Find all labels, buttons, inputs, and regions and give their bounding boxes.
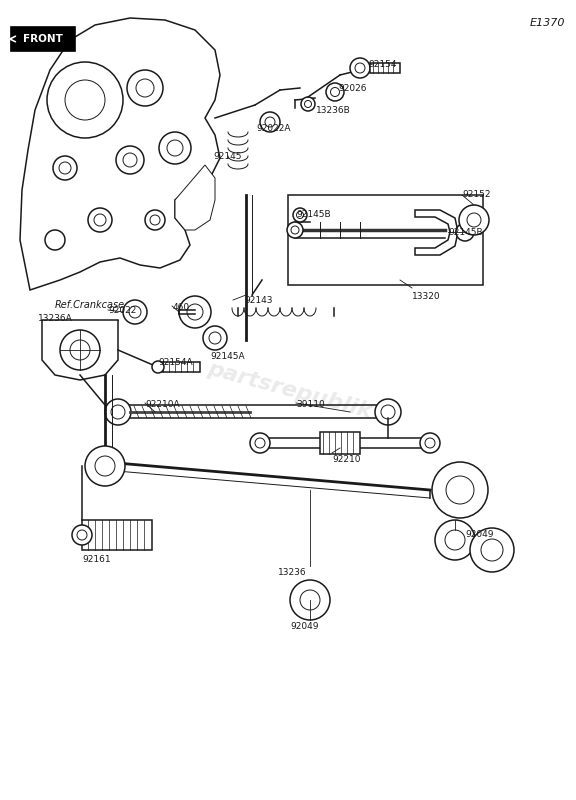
Text: 92210: 92210 <box>332 455 361 464</box>
Text: 13236: 13236 <box>278 568 306 577</box>
Circle shape <box>456 226 468 238</box>
Circle shape <box>260 112 280 132</box>
Bar <box>288 195 483 285</box>
Polygon shape <box>42 320 118 380</box>
Circle shape <box>167 140 183 156</box>
Circle shape <box>53 156 77 180</box>
Circle shape <box>445 530 465 550</box>
Circle shape <box>94 214 106 226</box>
Circle shape <box>60 330 100 370</box>
Circle shape <box>287 222 303 238</box>
Text: partsrepublik: partsrepublik <box>206 358 374 422</box>
Circle shape <box>209 332 221 344</box>
Text: 92026: 92026 <box>338 84 366 93</box>
Circle shape <box>481 539 503 561</box>
Circle shape <box>65 80 105 120</box>
Circle shape <box>187 304 203 320</box>
Circle shape <box>293 208 307 222</box>
Text: 92161: 92161 <box>82 555 111 564</box>
Circle shape <box>77 530 87 540</box>
Text: 92022A: 92022A <box>256 124 290 133</box>
Circle shape <box>88 208 112 232</box>
Circle shape <box>375 399 401 425</box>
Text: 92049: 92049 <box>465 530 494 539</box>
Circle shape <box>300 590 320 610</box>
Text: 13236B: 13236B <box>316 106 351 115</box>
Bar <box>160 362 200 372</box>
Circle shape <box>331 87 339 97</box>
Circle shape <box>150 215 160 225</box>
Circle shape <box>265 117 275 127</box>
Circle shape <box>467 213 481 227</box>
Circle shape <box>305 101 312 107</box>
Circle shape <box>136 79 154 97</box>
Text: 92022: 92022 <box>108 306 137 315</box>
Circle shape <box>326 83 344 101</box>
Circle shape <box>72 525 92 545</box>
Circle shape <box>291 226 299 234</box>
Circle shape <box>290 580 330 620</box>
Circle shape <box>70 340 90 360</box>
Circle shape <box>123 153 137 167</box>
Circle shape <box>470 528 514 572</box>
Circle shape <box>145 210 165 230</box>
Text: 92145B: 92145B <box>296 210 331 219</box>
Circle shape <box>446 476 474 504</box>
Text: 13236A: 13236A <box>38 314 73 323</box>
Circle shape <box>420 433 440 453</box>
Polygon shape <box>415 210 458 255</box>
Text: 92145B: 92145B <box>448 228 483 237</box>
Circle shape <box>297 211 304 218</box>
Text: E1370: E1370 <box>530 18 566 28</box>
Text: 92210A: 92210A <box>145 400 180 409</box>
Bar <box>82 520 152 550</box>
Circle shape <box>123 300 147 324</box>
Circle shape <box>203 326 227 350</box>
Circle shape <box>459 205 489 235</box>
Bar <box>320 432 360 454</box>
Circle shape <box>355 63 365 73</box>
Text: 92049: 92049 <box>290 622 319 631</box>
Text: 39110: 39110 <box>296 400 325 409</box>
Circle shape <box>350 58 370 78</box>
FancyBboxPatch shape <box>11 27 75 51</box>
Circle shape <box>250 433 270 453</box>
Text: 92154A: 92154A <box>158 358 192 367</box>
Text: 92143: 92143 <box>244 296 272 305</box>
Circle shape <box>127 70 163 106</box>
Text: 460: 460 <box>173 303 190 312</box>
Bar <box>370 63 400 73</box>
Circle shape <box>111 405 125 419</box>
Text: 92154: 92154 <box>368 60 396 69</box>
Circle shape <box>435 520 475 560</box>
Circle shape <box>432 462 488 518</box>
Polygon shape <box>175 165 215 230</box>
Text: Ref.Crankcase: Ref.Crankcase <box>55 300 125 310</box>
Circle shape <box>152 361 164 373</box>
Text: 92145: 92145 <box>213 152 241 161</box>
Circle shape <box>129 306 141 318</box>
Polygon shape <box>20 18 220 290</box>
Circle shape <box>456 223 474 241</box>
Circle shape <box>301 97 315 111</box>
Text: 13320: 13320 <box>412 292 441 301</box>
Circle shape <box>116 146 144 174</box>
Circle shape <box>85 446 125 486</box>
Text: 92145A: 92145A <box>210 352 245 361</box>
Circle shape <box>381 405 395 419</box>
Circle shape <box>59 162 71 174</box>
Circle shape <box>95 456 115 476</box>
Circle shape <box>105 399 131 425</box>
Circle shape <box>255 438 265 448</box>
Text: 92152: 92152 <box>462 190 491 199</box>
Text: FRONT: FRONT <box>23 34 63 44</box>
Circle shape <box>425 438 435 448</box>
Circle shape <box>47 62 123 138</box>
Circle shape <box>179 296 211 328</box>
Circle shape <box>159 132 191 164</box>
Circle shape <box>45 230 65 250</box>
